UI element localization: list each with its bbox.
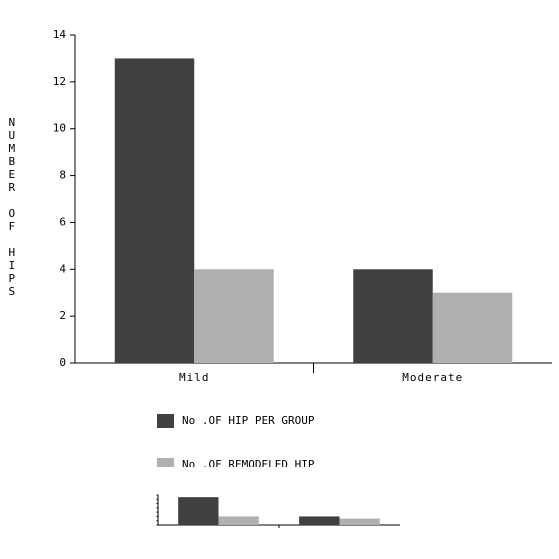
bar [432, 292, 513, 363]
bar [178, 497, 219, 525]
bar [339, 518, 380, 525]
y-tick-label: 0 [59, 356, 66, 369]
y-tick-label: 10 [53, 122, 66, 135]
legend-swatch [157, 458, 174, 467]
bar [114, 58, 195, 364]
y-tick-label: 12 [53, 75, 66, 88]
y-axis-label: NUMBER OF HIPS [5, 116, 19, 298]
y-tick-label: 14 [53, 28, 67, 41]
y-tick-label: 2 [59, 309, 66, 322]
bar [299, 516, 340, 525]
legend-label: No .OF HIP PER GROUP [182, 414, 315, 427]
bar [353, 269, 433, 363]
y-tick-label: 8 [59, 169, 66, 182]
legend-label: No .OF REMODELED HIP [182, 458, 315, 471]
y-tick-label: 4 [59, 262, 66, 275]
legend-swatch [157, 414, 174, 428]
bar [218, 516, 259, 525]
y-tick-label: 6 [59, 215, 66, 228]
x-tick-label: Moderate [402, 371, 463, 384]
x-tick-label: Mild [179, 371, 210, 384]
bar [194, 269, 274, 363]
